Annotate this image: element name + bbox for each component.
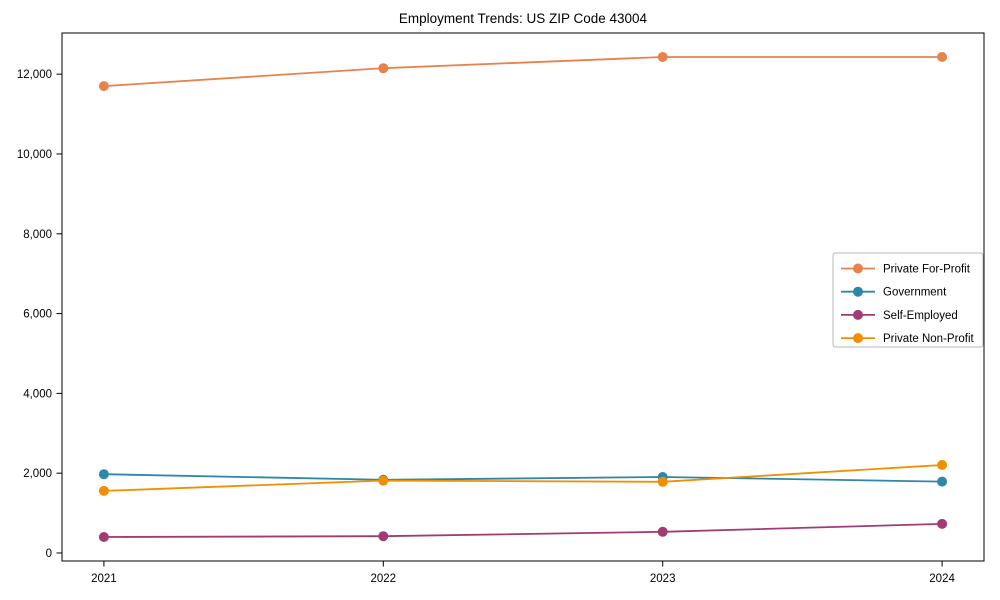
data-point-private-for-profit xyxy=(98,81,109,92)
y-tick-label: 2,000 xyxy=(23,468,52,480)
legend-marker xyxy=(853,309,863,320)
x-axis: 2021 2022 2023 2024 xyxy=(91,561,955,585)
data-point-self-employed xyxy=(378,531,389,542)
series-lines xyxy=(98,52,948,542)
legend-marker xyxy=(853,333,863,344)
y-tick-label: 12,000 xyxy=(17,69,52,81)
legend-box xyxy=(832,252,984,348)
legend-marker xyxy=(853,286,863,297)
chart-title: Employment Trends: US ZIP Code 43004 xyxy=(399,11,648,26)
legend-entry: Private Non-Profit xyxy=(841,333,975,345)
data-point-self-employed xyxy=(657,526,668,537)
y-tick-label: 4,000 xyxy=(23,388,52,400)
x-tick-label: 2021 xyxy=(91,573,117,585)
data-point-private-non-profit xyxy=(378,475,389,486)
legend-label: Government xyxy=(883,287,947,299)
x-tick-label: 2023 xyxy=(650,573,676,585)
legend: Private For-Profit Government Self-Employe… xyxy=(832,252,984,348)
plot-area-border xyxy=(61,32,985,562)
chart-line-private-for-profit xyxy=(103,56,943,87)
x-tick-label: 2024 xyxy=(929,573,955,585)
data-point-private-for-profit xyxy=(937,52,948,62)
data-point-private-non-profit xyxy=(98,485,109,496)
data-point-self-employed xyxy=(937,518,948,529)
data-point-private-for-profit xyxy=(657,52,668,62)
legend-label: Self-Employed xyxy=(883,310,958,322)
data-point-government xyxy=(937,476,948,487)
legend-marker xyxy=(853,263,863,274)
legend-label: Private Non-Profit xyxy=(883,333,975,345)
y-tick-label: 6,000 xyxy=(23,309,52,321)
legend-entry: Private For-Profit xyxy=(841,263,971,276)
data-point-government xyxy=(98,469,109,480)
y-tick-label: 10,000 xyxy=(17,149,52,161)
chart-line-government xyxy=(103,473,943,483)
x-tick-label: 2022 xyxy=(371,573,397,585)
data-point-self-employed xyxy=(98,532,109,542)
y-tick-label: 8,000 xyxy=(23,229,52,241)
data-point-private-non-profit xyxy=(657,476,668,487)
data-point-private-non-profit xyxy=(937,460,948,470)
data-point-private-for-profit xyxy=(378,63,389,74)
chart-line-self-employed xyxy=(103,523,943,538)
y-tick-label: 0 xyxy=(46,548,52,560)
legend-entry: Government xyxy=(841,286,947,299)
legend-label: Private For-Profit xyxy=(883,264,971,276)
legend-entry: Self-Employed xyxy=(841,309,958,322)
chart-line-private-non-profit xyxy=(103,464,943,492)
y-axis: 0 2,000 4,000 6,000 8,000 10,000 12,000 xyxy=(17,69,62,560)
